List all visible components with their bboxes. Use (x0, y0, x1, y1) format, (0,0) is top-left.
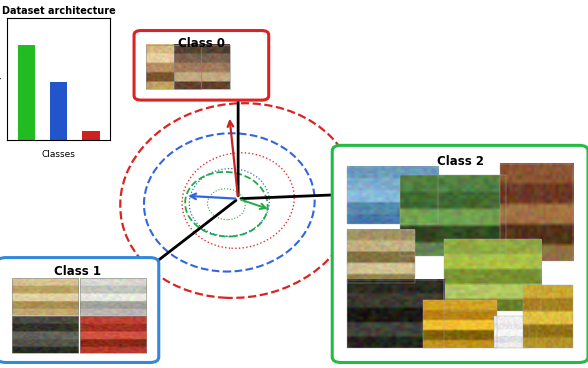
FancyBboxPatch shape (134, 31, 269, 100)
Bar (18, 45, 35, 140)
Bar (82, 131, 99, 140)
Text: Class 0: Class 0 (178, 36, 225, 50)
X-axis label: Classes: Classes (42, 150, 75, 159)
Text: Class 2: Class 2 (437, 155, 483, 169)
Bar (49, 82, 68, 140)
FancyBboxPatch shape (332, 145, 588, 362)
FancyBboxPatch shape (0, 258, 159, 362)
Text: Class 1: Class 1 (55, 265, 101, 278)
Y-axis label: Samples: Samples (0, 60, 2, 98)
Title: Dataset architecture: Dataset architecture (2, 6, 115, 16)
